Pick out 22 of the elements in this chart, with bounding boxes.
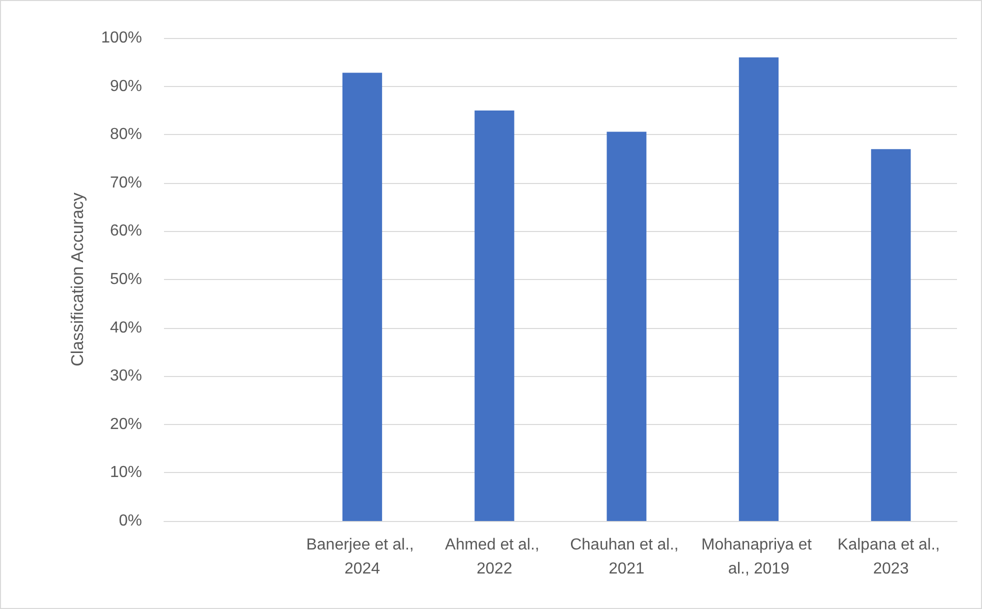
bar <box>738 57 779 521</box>
bar <box>606 132 646 521</box>
y-tick-label: 100% <box>101 30 142 46</box>
y-tick-label: 30% <box>110 368 142 385</box>
x-tick-label: Ahmed et al., 2022 <box>445 536 544 578</box>
y-tick-label: 20% <box>110 416 142 433</box>
y-tick-label: 70% <box>110 174 142 192</box>
y-tick-label: 50% <box>110 271 142 288</box>
y-tick-label: 90% <box>110 78 142 95</box>
x-tick-label: Chauhan et al., 2021 <box>570 536 684 578</box>
bar <box>871 149 911 521</box>
y-tick-label: 10% <box>110 464 142 482</box>
y-tick-label: 60% <box>110 222 142 240</box>
y-tick-label: 80% <box>110 126 142 144</box>
bar <box>342 72 382 521</box>
y-tick-label: 0% <box>118 512 142 530</box>
y-axis-title: Classification Accuracy <box>68 192 87 366</box>
x-tick-label: Banerjee et al., 2024 <box>306 536 418 578</box>
x-tick-label: Mohanapriya et al., 2019 <box>701 536 816 578</box>
x-tick-label: Kalpana et al., 2023 <box>838 536 944 578</box>
bar <box>474 110 514 521</box>
y-tick-label: 40% <box>110 319 142 336</box>
